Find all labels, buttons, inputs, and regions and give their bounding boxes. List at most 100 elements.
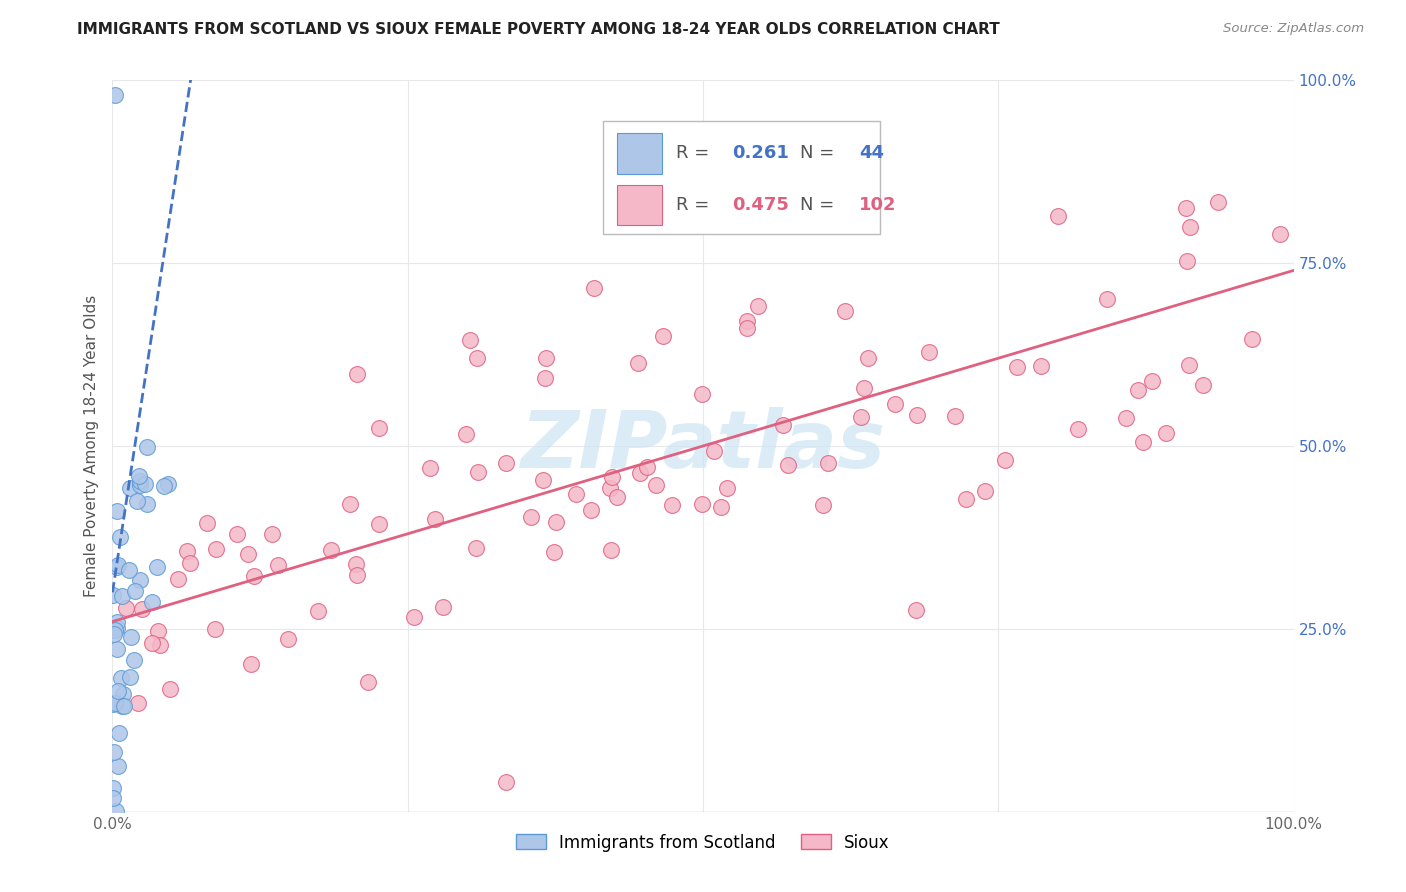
- Point: [152, 479, 174, 493]
- Text: ZIPatlas: ZIPatlas: [520, 407, 886, 485]
- Point: [454, 427, 477, 442]
- Point: [1192, 377, 1215, 392]
- Point: [534, 351, 557, 366]
- Point: [905, 603, 928, 617]
- FancyBboxPatch shape: [617, 185, 662, 225]
- Point: [103, 626, 125, 640]
- Point: [1268, 227, 1291, 242]
- Point: [205, 542, 228, 557]
- Point: [204, 623, 226, 637]
- Point: [368, 421, 391, 435]
- Point: [115, 601, 138, 615]
- Point: [112, 698, 135, 713]
- Point: [519, 510, 541, 524]
- Point: [1178, 220, 1201, 235]
- Point: [104, 623, 127, 637]
- Point: [565, 487, 588, 501]
- Point: [159, 681, 181, 696]
- Point: [703, 444, 725, 458]
- Point: [1047, 209, 1070, 223]
- Point: [533, 371, 555, 385]
- Point: [1175, 202, 1198, 216]
- Point: [1178, 358, 1201, 372]
- Point: [817, 457, 839, 471]
- Point: [943, 409, 966, 424]
- Point: [260, 526, 283, 541]
- Point: [605, 491, 627, 505]
- Text: 0.475: 0.475: [733, 195, 789, 213]
- Point: [103, 745, 125, 759]
- Point: [146, 624, 169, 638]
- Point: [460, 333, 482, 347]
- Point: [346, 367, 368, 381]
- Point: [1029, 359, 1052, 374]
- Point: [579, 503, 602, 517]
- Point: [107, 683, 129, 698]
- Point: [543, 545, 565, 559]
- Point: [149, 639, 172, 653]
- Point: [495, 775, 517, 789]
- Point: [883, 397, 905, 411]
- Point: [242, 568, 264, 582]
- Point: [645, 478, 668, 492]
- Point: [107, 558, 129, 572]
- Point: [544, 516, 567, 530]
- Point: [1175, 254, 1198, 268]
- Point: [955, 491, 977, 506]
- Point: [1206, 194, 1229, 209]
- Point: [630, 466, 652, 480]
- Point: [357, 675, 380, 690]
- Point: [531, 473, 554, 487]
- Point: [419, 461, 441, 475]
- Point: [105, 560, 128, 574]
- Point: [849, 410, 872, 425]
- Point: [107, 758, 129, 772]
- Text: 102: 102: [859, 195, 897, 213]
- Point: [465, 351, 488, 365]
- Point: [692, 497, 714, 511]
- Point: [267, 558, 290, 573]
- Point: [105, 621, 128, 635]
- Point: [156, 476, 179, 491]
- Point: [321, 542, 343, 557]
- Text: R =: R =: [676, 145, 714, 162]
- Point: [104, 87, 127, 102]
- Point: [735, 321, 758, 335]
- Point: [636, 459, 658, 474]
- Point: [1115, 410, 1137, 425]
- FancyBboxPatch shape: [617, 133, 662, 174]
- Point: [599, 481, 621, 495]
- Text: 0.261: 0.261: [733, 145, 789, 162]
- Point: [124, 584, 146, 599]
- Point: [110, 671, 132, 685]
- Point: [108, 725, 131, 739]
- Point: [195, 516, 218, 531]
- Point: [690, 386, 713, 401]
- Point: [112, 687, 135, 701]
- Text: R =: R =: [676, 195, 714, 213]
- Point: [402, 609, 425, 624]
- Point: [135, 497, 157, 511]
- Point: [107, 615, 129, 629]
- Point: [131, 602, 153, 616]
- Point: [346, 568, 368, 582]
- Point: [176, 543, 198, 558]
- Point: [1126, 383, 1149, 397]
- Point: [661, 498, 683, 512]
- Point: [1132, 434, 1154, 449]
- Point: [905, 408, 928, 422]
- Point: [993, 452, 1015, 467]
- Point: [110, 698, 132, 713]
- Point: [134, 476, 156, 491]
- Point: [307, 604, 329, 618]
- Point: [853, 380, 876, 394]
- Text: N =: N =: [800, 145, 839, 162]
- Point: [1095, 292, 1118, 306]
- Point: [716, 482, 738, 496]
- Point: [627, 356, 650, 370]
- Point: [651, 329, 673, 343]
- Point: [129, 477, 152, 491]
- Point: [495, 456, 517, 470]
- Point: [127, 697, 149, 711]
- Point: [778, 458, 800, 473]
